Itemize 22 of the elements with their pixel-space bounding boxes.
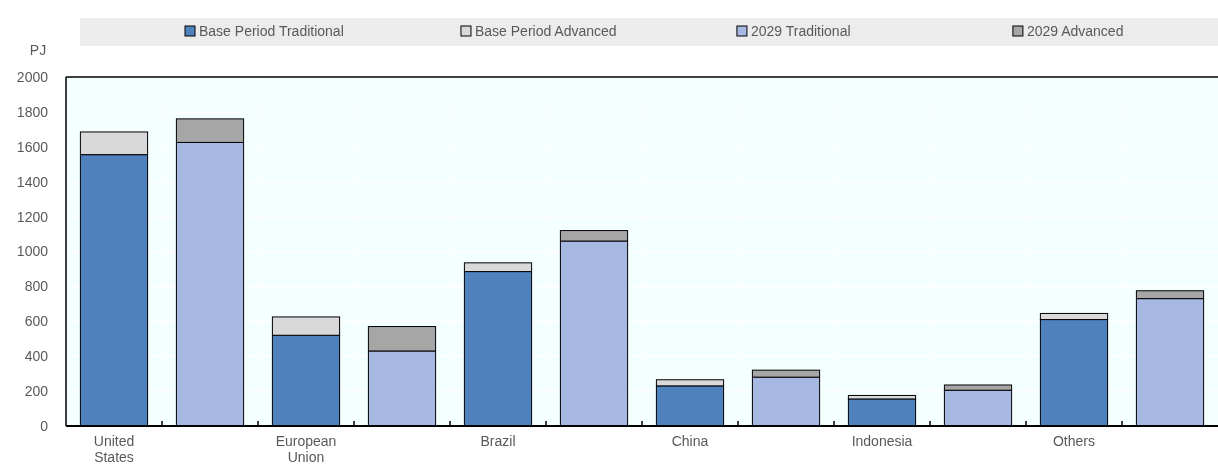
y-tick-label: 1200 (16, 208, 49, 225)
y-tick-label: 400 (24, 348, 49, 365)
y-tick-label: 2000 (16, 68, 49, 85)
x-tick-label: Brazil (480, 433, 516, 449)
x-tick-label: European Union (275, 433, 337, 465)
x-tick-label: Others (1052, 433, 1096, 449)
x-tick-label: China (671, 433, 709, 449)
legend-label: 2029 Advanced (1026, 22, 1124, 39)
y-tick-label: 1000 (16, 243, 49, 260)
y-tick-label: 1600 (16, 138, 49, 155)
y-tick-label: 200 (24, 383, 49, 399)
y-tick-label: 600 (24, 313, 49, 330)
legend-label: Base Period Traditional (199, 22, 344, 39)
y-tick-label: 1800 (16, 103, 49, 120)
y-axis-title: PJ (29, 42, 47, 58)
legend-label: 2029 Traditional (750, 22, 851, 39)
y-tick-label: 800 (24, 278, 49, 295)
x-tick-label: United States (93, 433, 135, 465)
legend-label: Base Period Advanced (474, 22, 617, 39)
y-tick-label: 1400 (16, 173, 49, 190)
x-tick-label: Indonesia (851, 433, 913, 449)
y-tick-label: 0 (40, 417, 49, 434)
